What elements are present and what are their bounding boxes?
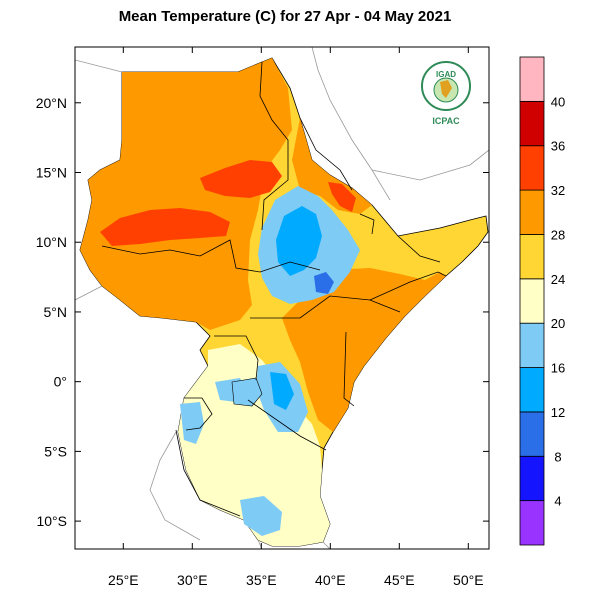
boundary-rwanda-burundi — [184, 397, 213, 431]
x-axis: 25°E 30°E 35°E 40°E 45°E 50°E — [108, 47, 484, 588]
region-hot-somalia — [282, 268, 446, 432]
boundary-somaliland — [397, 235, 441, 263]
boundary-ethiopia-somalia — [369, 271, 447, 301]
region-cold-kenya — [270, 372, 294, 410]
boundary-kenya-tanzania — [247, 399, 327, 451]
boundary-sudan-south — [101, 239, 321, 273]
colorbar-bin — [519, 455, 545, 502]
y-tick-label: 20°N — [36, 95, 67, 111]
y-tick-label: 5°S — [44, 443, 67, 459]
colorbar-label: 4 — [554, 494, 561, 509]
y-tick-label: 0° — [54, 374, 67, 390]
y-axis: 20°N 15°N 10°N 5°N 0° 5°S 10°S — [36, 95, 489, 529]
map-plot-area — [75, 47, 489, 549]
igad-logo: IGAD ICPAC — [421, 61, 471, 126]
colorbar-label: 16 — [551, 361, 565, 376]
boundary-sudan-ethiopia — [259, 61, 289, 231]
logo-top-text: IGAD — [436, 70, 456, 79]
colorbar-label: 32 — [551, 183, 565, 198]
x-tick-label: 35°E — [246, 572, 277, 588]
colorbar-label: 36 — [551, 139, 565, 154]
region-mild-south — [178, 344, 330, 546]
map-frame — [74, 46, 490, 550]
region-very-hot-coast — [328, 182, 356, 212]
colorbar-label: 40 — [551, 94, 565, 109]
country-boundaries — [101, 61, 447, 517]
region-cool-tanzania-s — [240, 496, 282, 536]
region-cool-west-lake — [180, 402, 204, 444]
lake-victoria — [231, 377, 263, 407]
colorbar-bin — [519, 278, 545, 324]
boundary-kenya-somalia — [343, 331, 355, 407]
boundary-drc — [175, 429, 241, 517]
region-cold-ethiopia — [276, 206, 322, 276]
y-tick-label: 10°N — [36, 234, 67, 250]
colorbar-bin — [519, 100, 545, 147]
boundary-uganda — [214, 335, 259, 381]
colorbar-bin — [519, 411, 545, 457]
colorbar-bin — [519, 56, 545, 102]
colorbar-bin — [519, 145, 545, 191]
x-tick-label: 40°E — [315, 572, 346, 588]
x-tick-label: 50°E — [453, 572, 484, 588]
region-colder-ethiopia — [314, 272, 334, 294]
y-tick-label: 5°N — [44, 304, 68, 320]
region-very-hot-north — [200, 160, 282, 198]
colorbar-bin — [519, 322, 545, 368]
colorbar-label: 12 — [551, 405, 565, 420]
colorbar-bin — [519, 500, 545, 546]
colorbar-bin — [519, 367, 545, 413]
colorbar: 4 8 12 16 20 24 28 32 36 40 — [519, 56, 565, 546]
y-tick-label: 10°S — [36, 513, 67, 529]
colorbar-bin — [519, 189, 545, 235]
x-tick-label: 45°E — [384, 572, 415, 588]
region-hot-sudan — [80, 58, 292, 330]
page-title: Mean Temperature (C) for 27 Apr - 04 May… — [118, 8, 452, 25]
colorbar-label: 24 — [551, 272, 565, 287]
colorbar-label: 20 — [551, 316, 565, 331]
boundary-eritrea — [299, 117, 353, 191]
y-tick-label: 15°N — [36, 165, 67, 181]
colorbar-label: 8 — [554, 449, 561, 464]
region-very-hot-west — [100, 208, 230, 246]
x-tick-label: 25°E — [108, 572, 139, 588]
neighbor-boundaries — [75, 47, 489, 549]
logo-bottom-text: ICPAC — [432, 116, 460, 126]
boundary-djibouti — [359, 213, 375, 235]
boundary-ethiopia-kenya — [250, 295, 401, 319]
colorbar-label: 28 — [551, 227, 565, 242]
x-tick-label: 30°E — [177, 572, 208, 588]
colorbar-bin — [519, 234, 545, 280]
africa-map-icon — [440, 80, 452, 98]
